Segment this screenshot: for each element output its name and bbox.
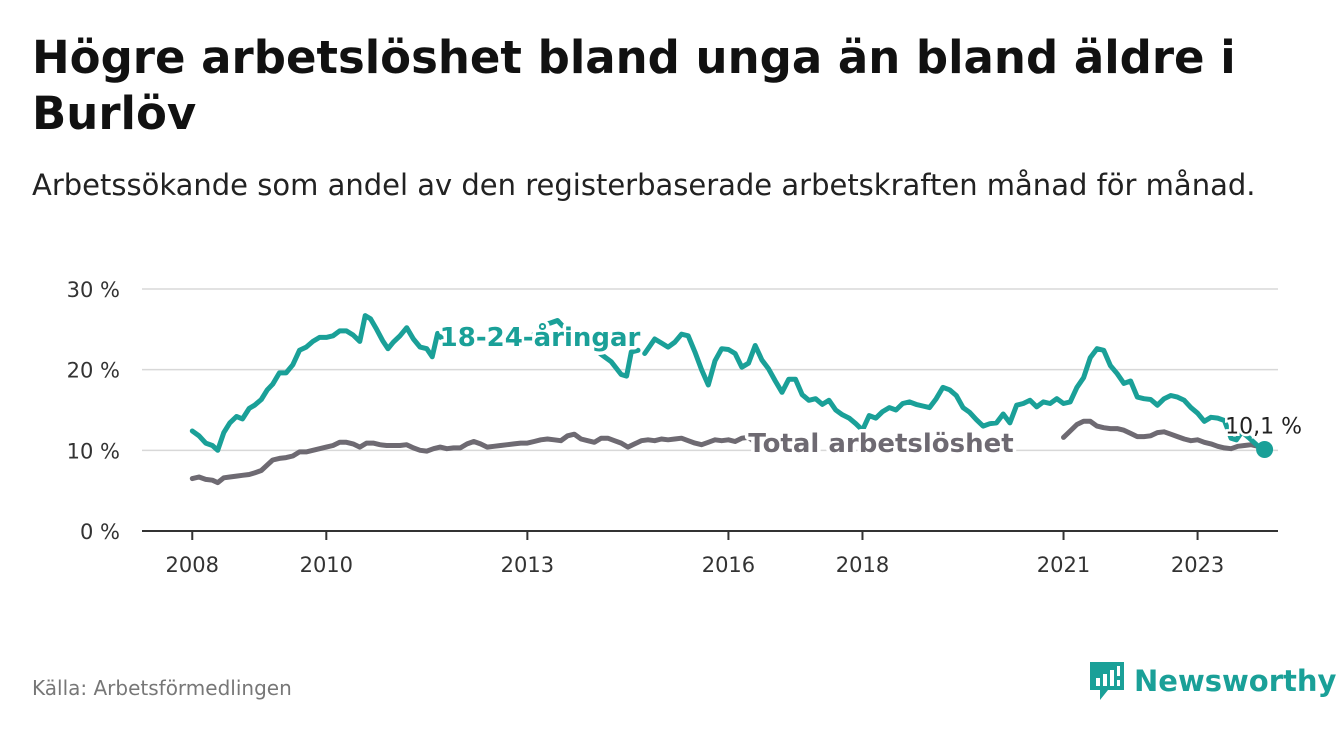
x-tick-label: 2018 <box>836 553 889 577</box>
series-line-total-segment-1 <box>189 431 757 486</box>
series-line-youth-segment-3 <box>642 331 1268 452</box>
series-line-youth-segment-2 <box>528 318 641 379</box>
y-tick-label: 10 % <box>67 439 120 463</box>
chart-subtitle: Arbetssökande som andel av den registerb… <box>32 168 1256 202</box>
source-note: Källa: Arbetsförmedlingen <box>32 676 292 700</box>
axis-layer: 0 % 10 % 20 % 30 % 2008 2010 2013 2016 2018 2021 2… <box>67 278 1278 577</box>
series-line-total-segment-2 <box>1061 418 1268 452</box>
x-tick-label: 2021 <box>1037 553 1090 577</box>
y-tick-label: 20 % <box>67 359 120 383</box>
x-tick-label: 2010 <box>300 553 353 577</box>
brand-name: Newsworthy <box>1134 664 1337 698</box>
x-tick-label: 2013 <box>501 553 554 577</box>
label-layer: 18-24-åringar Total arbetslöshet 10,1 % <box>436 318 1304 463</box>
series-layer <box>189 313 1268 486</box>
bar-chart-logo-icon <box>1090 662 1124 700</box>
end-point-marker <box>1256 441 1274 459</box>
series-label-total: Total arbetslöshet <box>748 429 1013 459</box>
series-label-youth: 18-24-åringar <box>440 321 641 353</box>
x-tick-label: 2016 <box>702 553 755 577</box>
x-tick-label: 2023 <box>1171 553 1224 577</box>
chart-title: Högre arbetslöshet bland unga än bland ä… <box>32 31 1236 140</box>
x-tick-label: 2008 <box>166 553 219 577</box>
end-value-label: 10,1 % <box>1225 415 1302 440</box>
series-line-youth-segment-1 <box>189 313 453 453</box>
brand-logo[interactable]: Newsworthy <box>1088 660 1336 702</box>
y-tick-label: 0 % <box>80 520 120 544</box>
y-tick-label: 30 % <box>67 278 120 302</box>
